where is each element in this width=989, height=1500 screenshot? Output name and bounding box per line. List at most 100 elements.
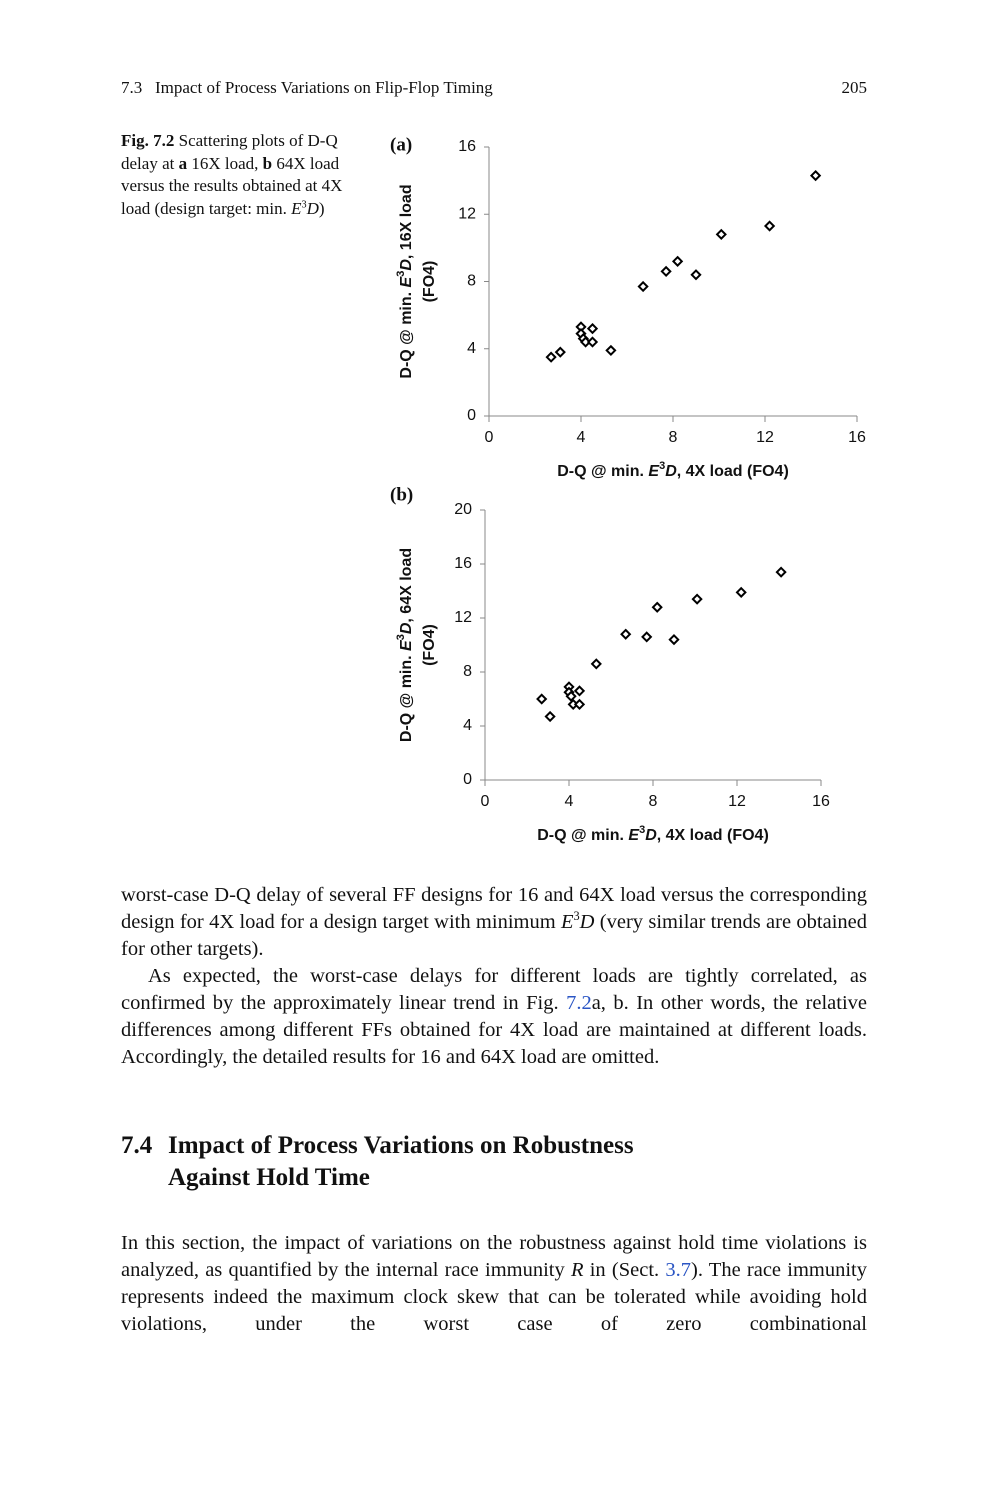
point xyxy=(620,628,632,640)
y-tick-label: 16 xyxy=(454,555,472,572)
point xyxy=(637,280,649,293)
text: E xyxy=(560,911,574,933)
y-tick-label: 0 xyxy=(467,407,476,424)
point xyxy=(671,255,684,267)
caption-text: Scattering plots of D-Q delay at xyxy=(121,131,338,173)
point xyxy=(775,566,787,578)
y-tick-label: 12 xyxy=(458,205,476,222)
x-tick-label: 16 xyxy=(812,793,830,810)
axis-label-part: E xyxy=(648,463,660,480)
axis-label-part: D xyxy=(665,463,677,480)
axis-label-part: D xyxy=(645,827,657,844)
text: worst-case D-Q delay of several FF desig… xyxy=(121,884,867,933)
y-tick-label: 20 xyxy=(454,501,472,518)
point xyxy=(573,698,586,711)
axis-label-part: E xyxy=(398,275,415,287)
y-tick-label: 8 xyxy=(463,663,472,680)
axis-label-part: 3 xyxy=(395,271,407,277)
section-heading: 7.4 Impact of Process Variations on Robu… xyxy=(121,1130,634,1191)
axis-label: (FO4) xyxy=(421,624,438,666)
point xyxy=(586,322,599,335)
x-tick-label: 8 xyxy=(669,429,678,446)
point xyxy=(641,631,653,643)
point xyxy=(690,269,702,281)
text: As expected, the worst-case delays for d… xyxy=(121,965,867,1014)
axis-label-part: D xyxy=(398,259,415,271)
axis-label-part: D xyxy=(398,622,415,634)
point xyxy=(735,586,747,598)
caption-text: E xyxy=(291,198,302,218)
point xyxy=(590,658,602,670)
point xyxy=(554,346,566,358)
point xyxy=(763,220,776,232)
axis-label: D-Q @ min. E3D, 64X load xyxy=(395,548,415,742)
axis-label-part: 3 xyxy=(639,824,645,836)
axis-label-part: D-Q @ min. xyxy=(557,463,648,480)
point xyxy=(605,344,617,357)
axis-label: (FO4) xyxy=(421,261,438,303)
heading-title: Impact of Process Variations on Robustne… xyxy=(168,1132,634,1191)
panel-label: (a) xyxy=(390,134,412,155)
axis-label-part: 3 xyxy=(395,634,407,640)
point xyxy=(545,351,557,363)
x-tick-label: 4 xyxy=(565,793,574,810)
caption-label: Fig. 7.2 xyxy=(121,131,175,150)
point xyxy=(565,690,577,702)
text: (very similar trends are obtained for ot… xyxy=(121,911,867,960)
point xyxy=(586,336,599,348)
caption-text: 16X load, xyxy=(187,153,263,173)
point xyxy=(536,693,548,705)
axis-label-part: E xyxy=(628,827,640,844)
axis-label-part: 3 xyxy=(659,460,665,472)
text: In this section, the impact of variation… xyxy=(121,1232,867,1281)
caption-text: D xyxy=(306,198,319,218)
caption-text: 64X load versus the results obtained at … xyxy=(121,153,343,218)
text: a, b. In other words, the relative diffe… xyxy=(121,992,867,1068)
x-tick-label: 16 xyxy=(848,429,866,446)
x-tick-label: 12 xyxy=(756,429,774,446)
text: in (Sect. xyxy=(583,1259,666,1281)
y-tick-label: 12 xyxy=(454,609,472,626)
axis-label-part: D-Q @ min. xyxy=(398,651,415,742)
x-tick-label: 4 xyxy=(577,429,586,446)
x-tick-label: 8 xyxy=(649,793,658,810)
axis-label: D-Q @ min. E3D, 16X load xyxy=(395,184,415,378)
caption-text: a xyxy=(178,153,188,173)
point xyxy=(715,228,727,241)
point xyxy=(573,685,586,697)
section-number: 7.3 xyxy=(121,78,143,97)
heading-number: 7.4 xyxy=(121,1132,153,1159)
x-tick-label: 12 xyxy=(728,793,746,810)
text: D xyxy=(579,911,595,933)
point xyxy=(651,601,663,613)
y-tick-label: 16 xyxy=(458,138,476,155)
axis-label-part: , 4X load (FO4) xyxy=(677,463,789,480)
header-title: Impact of Process Variations on Flip-Flo… xyxy=(155,78,493,97)
paragraph: In this section, the impact of variation… xyxy=(121,1230,867,1338)
section-link[interactable]: 3.7 xyxy=(665,1259,691,1281)
y-tick-label: 0 xyxy=(463,771,472,788)
axis-label-part: , 4X load (FO4) xyxy=(657,827,769,844)
axis-label-part: E xyxy=(398,639,415,651)
axis-label-part: D-Q @ min. xyxy=(398,287,415,378)
text: ). The race immunity represents indeed t… xyxy=(121,1259,867,1335)
paragraph: As expected, the worst-case delays for d… xyxy=(121,963,867,1071)
text: 3 xyxy=(573,909,580,924)
running-header: 7.3 Impact of Process Variations on Flip… xyxy=(121,78,493,98)
point xyxy=(809,169,822,182)
axis-label-part: D-Q @ min. xyxy=(537,827,628,844)
y-tick-label: 4 xyxy=(463,717,472,734)
text: R xyxy=(570,1259,584,1281)
axis-label-part: , 16X load xyxy=(398,184,415,259)
figure-caption: Fig. 7.2 Scattering plots of D-Q delay a… xyxy=(121,130,357,220)
caption-text: 3 xyxy=(301,198,307,210)
y-tick-label: 8 xyxy=(467,273,476,290)
x-tick-label: 0 xyxy=(485,429,494,446)
paragraph: worst-case D-Q delay of several FF desig… xyxy=(121,882,867,963)
panel-label: (b) xyxy=(390,484,413,505)
figure-link[interactable]: 7.2 xyxy=(566,992,592,1014)
axis-label: D-Q @ min. E3D, 4X load (FO4) xyxy=(557,460,789,480)
